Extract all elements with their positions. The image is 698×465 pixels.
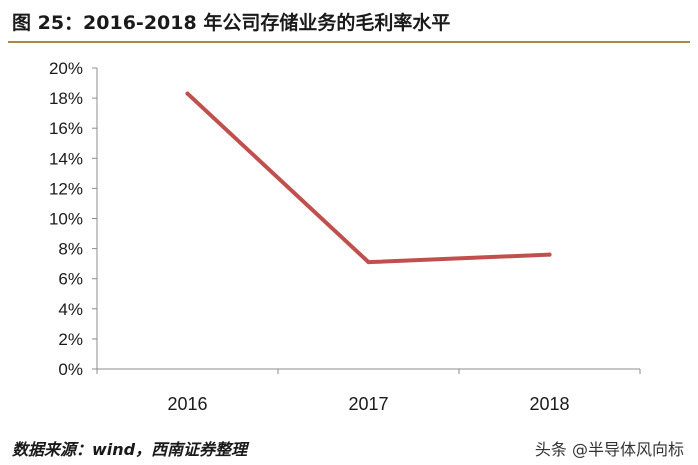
y-tick-label: 10% [49,210,83,229]
data-point [366,260,371,265]
series-layer [185,91,552,265]
x-tick-label: 2018 [529,394,569,414]
y-tick-label: 4% [58,300,83,319]
y-tick-label: 2% [58,330,83,349]
x-axis-tick-labels: 2016 2017 2018 [167,394,569,414]
x-tick-label: 2017 [348,394,388,414]
y-tick-label: 8% [58,240,83,259]
y-tick-label: 20% [49,59,83,78]
series-line [185,91,552,265]
y-tick-label: 14% [49,149,83,168]
watermark: 头条 @半导体风向标 [534,440,684,459]
y-tick-label: 0% [58,360,83,379]
source-note: 数据来源：wind，西南证券整理 [12,440,248,459]
y-tick-label: 6% [58,270,83,289]
title-divider [8,41,690,43]
y-tick-label: 12% [49,179,83,198]
y-tick-label: 18% [49,89,83,108]
y-tick-label: 16% [49,119,83,138]
y-axis-tick-labels: 20% 18% 16% 14% 12% 10% 8% 6% 4% 2% 0% [49,59,83,379]
data-point [547,252,552,257]
chart-title: 图 25：2016-2018 年公司存储业务的毛利率水平 [12,12,451,34]
data-point [185,91,190,96]
chart-axes [92,67,641,374]
x-tick-label: 2016 [167,394,207,414]
